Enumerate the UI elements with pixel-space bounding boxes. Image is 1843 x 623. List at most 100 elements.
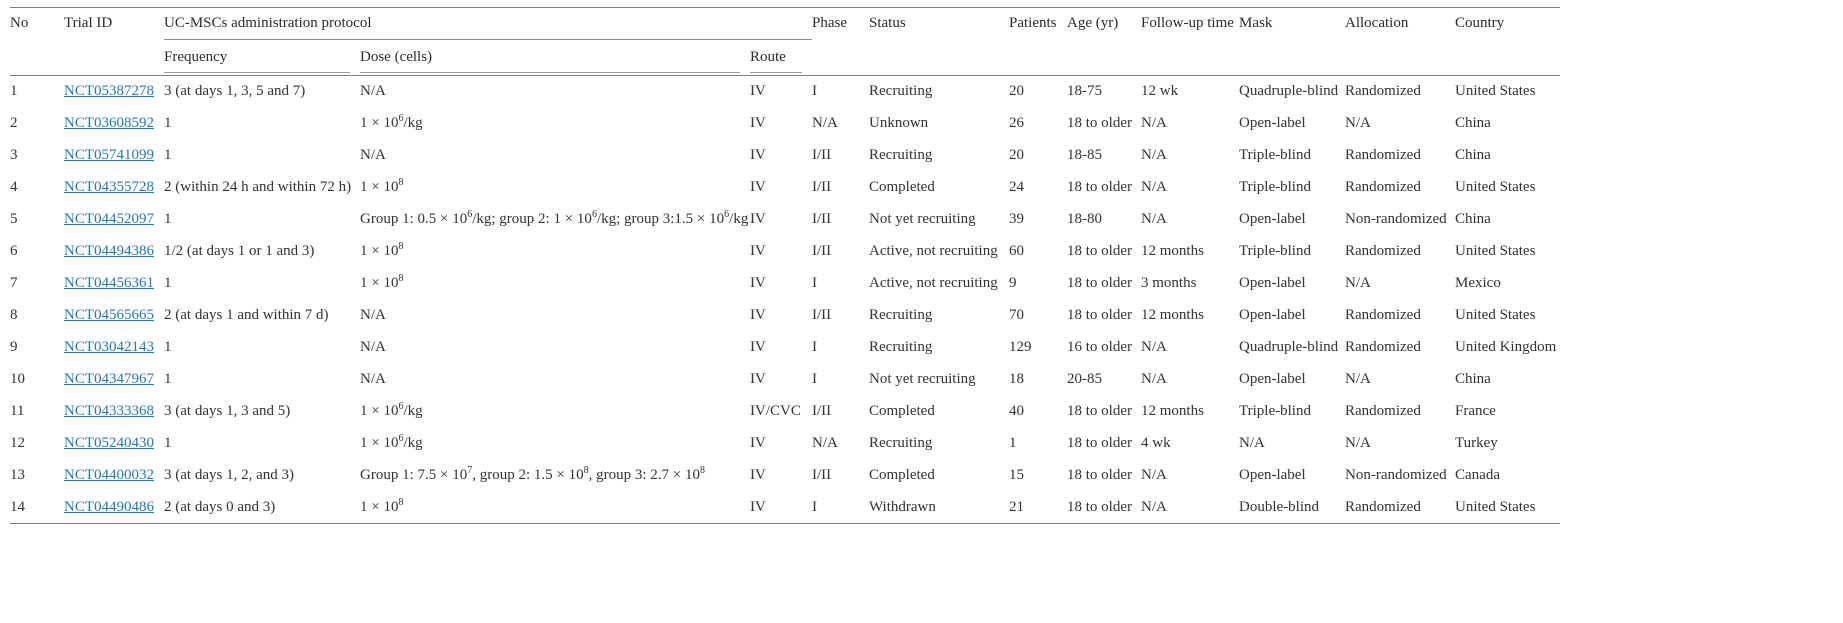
column-header-dose-label: Dose (cells) [360, 49, 740, 73]
cell-trial-id: NCT04355728 [64, 172, 164, 204]
cell-follow-up: 12 wk [1141, 83, 1179, 99]
cell-trial-id: NCT04452097 [64, 204, 164, 236]
cell-trial-id: NCT04347967 [64, 364, 164, 396]
table-row: 4 NCT04355728 2 (within 24 h and within 72… [10, 172, 1560, 204]
cell-no: 13 [10, 466, 25, 483]
table-row: 3 NCT05741099 1 N/A IV I/II Recruiting 20 18-85 N… [10, 140, 1560, 172]
table-row: 2 NCT03608592 1 1 × 106/kg IV N/A Unknown 26 18 … [10, 108, 1560, 140]
cell-dose: 1 × 108 [360, 496, 404, 515]
cell-trial-id: NCT03608592 [64, 108, 164, 140]
trial-id-link[interactable]: NCT04452097 [64, 210, 154, 227]
column-header-frequency-label: Frequency [164, 49, 350, 73]
cell-route: IV [750, 338, 766, 355]
cell-phase: I [812, 83, 817, 99]
cell-status: Recruiting [869, 146, 933, 163]
cell-country: United Kingdom [1455, 338, 1557, 355]
cell-patients: 129 [1009, 338, 1032, 355]
trial-id-link[interactable]: NCT04355728 [64, 178, 154, 195]
cell-no: 11 [10, 402, 25, 419]
trial-id-link[interactable]: NCT04565665 [64, 306, 154, 323]
cell-patients: 21 [1009, 498, 1024, 515]
cell-trial-id: NCT04456361 [64, 268, 164, 300]
cell-mask: Open-label [1239, 306, 1306, 323]
trial-id-link[interactable]: NCT04494386 [64, 242, 154, 259]
column-header-trial-id: Trial ID [64, 15, 113, 31]
cell-allocation: Randomized [1345, 498, 1421, 515]
table-row: 9 NCT03042143 1 N/A IV I Recruiting 129 16 to ol… [10, 332, 1560, 364]
cell-phase: N/A [812, 434, 838, 451]
cell-allocation: Non-randomized [1345, 210, 1447, 227]
cell-mask: Open-label [1239, 466, 1306, 483]
column-header-country: Country [1455, 15, 1505, 31]
cell-allocation: N/A [1345, 434, 1371, 451]
cell-trial-id: NCT05741099 [64, 140, 164, 172]
cell-no: 10 [10, 370, 25, 387]
cell-mask: Quadruple-blind [1239, 83, 1339, 99]
cell-phase: I [812, 498, 817, 515]
trial-id-link[interactable]: NCT05240430 [64, 434, 154, 451]
header-row-1: No Trial ID UC-MSCs administration proto… [10, 7, 1560, 40]
cell-dose: 1 × 106/kg [360, 432, 423, 451]
cell-allocation: Randomized [1345, 338, 1421, 355]
cell-route: IV [750, 466, 766, 483]
trial-id-link[interactable]: NCT04400032 [64, 466, 154, 483]
cell-age: 18-85 [1067, 146, 1102, 163]
cell-dose: 1 × 106/kg [360, 400, 423, 419]
cell-age: 18 to older [1067, 498, 1132, 515]
table-row: 14 NCT04490486 2 (at days 0 and 3) 1 × 108 I… [10, 492, 1560, 524]
cell-country: Canada [1455, 466, 1500, 483]
cell-status: Completed [869, 466, 935, 483]
cell-phase: I/II [812, 210, 832, 227]
cell-age: 18 to older [1067, 242, 1132, 259]
trial-id-link[interactable]: NCT04347967 [64, 370, 154, 387]
cell-follow-up: N/A [1141, 338, 1167, 355]
cell-status: Unknown [869, 114, 929, 131]
cell-trial-id: NCT04565665 [64, 300, 164, 332]
cell-no: 9 [10, 338, 18, 355]
cell-no: 6 [10, 242, 18, 259]
table-row: 12 NCT05240430 1 1 × 106/kg IV N/A Recruiting 1… [10, 428, 1560, 460]
cell-allocation: Randomized [1345, 146, 1421, 163]
cell-patients: 70 [1009, 306, 1024, 323]
cell-trial-id: NCT05387278 [64, 76, 164, 108]
cell-dose: N/A [360, 306, 386, 323]
trial-id-link[interactable]: NCT05741099 [64, 146, 154, 163]
cell-route: IV [750, 210, 766, 227]
trial-id-link[interactable]: NCT03042143 [64, 338, 154, 355]
column-header-protocol-spanner: UC-MSCs administration protocol [164, 7, 812, 40]
trial-id-link[interactable]: NCT04333368 [64, 402, 154, 419]
column-header-phase: Phase [812, 15, 847, 31]
cell-frequency: 2 (at days 0 and 3) [164, 498, 276, 515]
cell-patients: 18 [1009, 370, 1024, 387]
cell-frequency: 3 (at days 1, 3 and 5) [164, 402, 291, 419]
table-row: 8 NCT04565665 2 (at days 1 and within 7 d)… [10, 300, 1560, 332]
cell-follow-up: N/A [1141, 466, 1167, 483]
cell-dose: 1 × 108 [360, 272, 404, 291]
column-header-allocation: Allocation [1345, 15, 1409, 31]
cell-allocation: Randomized [1345, 83, 1421, 99]
cell-status: Not yet recruiting [869, 370, 976, 387]
cell-age: 18 to older [1067, 178, 1132, 195]
cell-dose: 1 × 108 [360, 176, 404, 195]
cell-status: Recruiting [869, 338, 933, 355]
trial-id-link[interactable]: NCT03608592 [64, 114, 154, 131]
cell-patients: 39 [1009, 210, 1024, 227]
cell-follow-up: 12 months [1141, 306, 1204, 323]
trial-id-link[interactable]: NCT04456361 [64, 274, 154, 291]
cell-phase: N/A [812, 114, 838, 131]
cell-mask: Open-label [1239, 210, 1306, 227]
cell-follow-up: N/A [1141, 178, 1167, 195]
table-row: 10 NCT04347967 1 N/A IV I Not yet recruiting 18… [10, 364, 1560, 396]
cell-route: IV [750, 274, 766, 291]
trial-id-link[interactable]: NCT05387278 [64, 83, 154, 99]
cell-no: 12 [10, 434, 25, 451]
cell-age: 18-80 [1067, 210, 1102, 227]
trial-id-link[interactable]: NCT04490486 [64, 498, 154, 515]
cell-follow-up: N/A [1141, 210, 1167, 227]
cell-frequency: 1 [164, 274, 172, 291]
cell-route: IV [750, 242, 766, 259]
cell-patients: 9 [1009, 274, 1017, 291]
table-row: 6 NCT04494386 1/2 (at days 1 or 1 and 3) 1 … [10, 236, 1560, 268]
cell-follow-up: 12 months [1141, 402, 1204, 419]
